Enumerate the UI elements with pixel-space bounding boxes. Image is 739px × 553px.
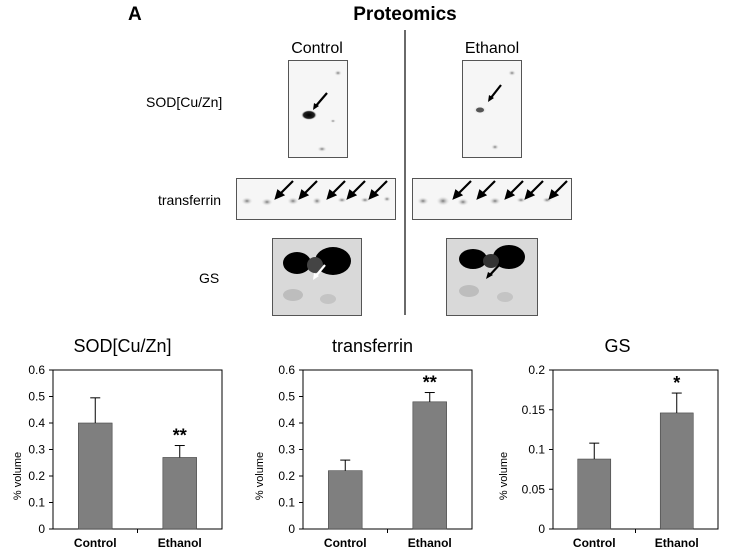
y-tick-label: 0.1 — [528, 443, 545, 457]
gel-image-gs-control — [272, 238, 362, 316]
y-tick-label: 0.3 — [278, 443, 295, 457]
significance-marker: ** — [173, 426, 187, 446]
chart-plot: 0 0.1 0.2 0.3 0.4 0.5 0.6 Control ** Ethanol — [28, 363, 223, 550]
y-tick-label: 0.5 — [278, 390, 295, 404]
arrow-icon — [489, 84, 502, 100]
x-tick-label-control: Control — [74, 536, 117, 550]
y-tick-label: 0.4 — [28, 416, 45, 430]
chart-sod: SOD[Cu/Zn] % volume 0 0.1 0.2 0.3 0.4 0.5 0.6 C… — [0, 336, 245, 553]
gel-image-gs-ethanol — [446, 238, 538, 316]
y-axis-label: % volume — [498, 451, 510, 501]
chart-plot: 0 0.1 0.2 0.3 0.4 0.5 0.6 Control ** Ethanol — [278, 363, 473, 550]
y-tick-label: 0.3 — [28, 443, 45, 457]
bar-control — [78, 422, 113, 530]
bar-control — [328, 470, 363, 530]
row-label-gs: GS — [199, 270, 220, 286]
bar-control — [577, 458, 612, 530]
panel-letter: A — [128, 4, 142, 25]
significance-marker: ** — [423, 373, 437, 393]
chart-title: SOD[Cu/Zn] — [73, 336, 172, 356]
x-tick-label-ethanol: Ethanol — [655, 536, 699, 550]
y-tick-label: 0.05 — [522, 482, 546, 496]
y-tick-label: 0.4 — [278, 416, 295, 430]
x-tick-label-ethanol: Ethanol — [408, 536, 452, 550]
chart-transferrin: transferrin % volume 0 0.1 0.2 0.3 0.4 0.5 0.6… — [250, 336, 495, 553]
y-tick-label: 0.5 — [28, 390, 45, 404]
y-tick-label: 0.1 — [278, 496, 295, 510]
divider-line — [404, 30, 406, 315]
gel-image-sod-ethanol — [462, 60, 522, 158]
chart-title: transferrin — [331, 336, 414, 356]
x-tick-label-control: Control — [324, 536, 367, 550]
y-tick-label: 0.6 — [28, 363, 45, 377]
arrow-icon — [314, 92, 328, 108]
y-tick-label: 0.2 — [278, 469, 295, 483]
x-tick-label-ethanol: Ethanol — [158, 536, 202, 550]
bar-ethanol — [659, 412, 694, 530]
row-label-transferrin: transferrin — [158, 192, 222, 208]
column-label-control: Control — [291, 40, 343, 57]
y-tick-label: 0 — [288, 522, 295, 536]
gel-image-transferrin-ethanol — [412, 178, 572, 220]
chart-gs: GS % volume 0 0.05 0.1 0.15 0.2 Control * Ethan… — [496, 336, 739, 553]
chart-plot: 0 0.05 0.1 0.15 0.2 Control * Ethanol — [522, 363, 719, 550]
y-tick-label: 0 — [38, 522, 45, 536]
gel-image-transferrin-control — [236, 178, 396, 220]
bar-ethanol — [162, 457, 197, 530]
y-tick-label: 0.2 — [28, 469, 45, 483]
y-tick-label: 0.6 — [278, 363, 295, 377]
y-tick-label: 0.1 — [28, 496, 45, 510]
gel-image-sod-control — [288, 60, 348, 158]
bar-ethanol — [412, 401, 447, 530]
x-tick-label-control: Control — [573, 536, 616, 550]
row-label-sod: SOD[Cu/Zn] — [146, 94, 223, 110]
chart-title: GS — [604, 336, 631, 356]
y-axis-label: % volume — [12, 451, 24, 501]
y-tick-label: 0.15 — [522, 403, 546, 417]
y-axis-label: % volume — [254, 451, 266, 501]
y-tick-label: 0 — [538, 522, 545, 536]
figure-title: Proteomics — [353, 4, 457, 25]
significance-marker: * — [673, 373, 680, 393]
y-tick-label: 0.2 — [528, 363, 545, 377]
column-label-ethanol: Ethanol — [464, 40, 520, 57]
